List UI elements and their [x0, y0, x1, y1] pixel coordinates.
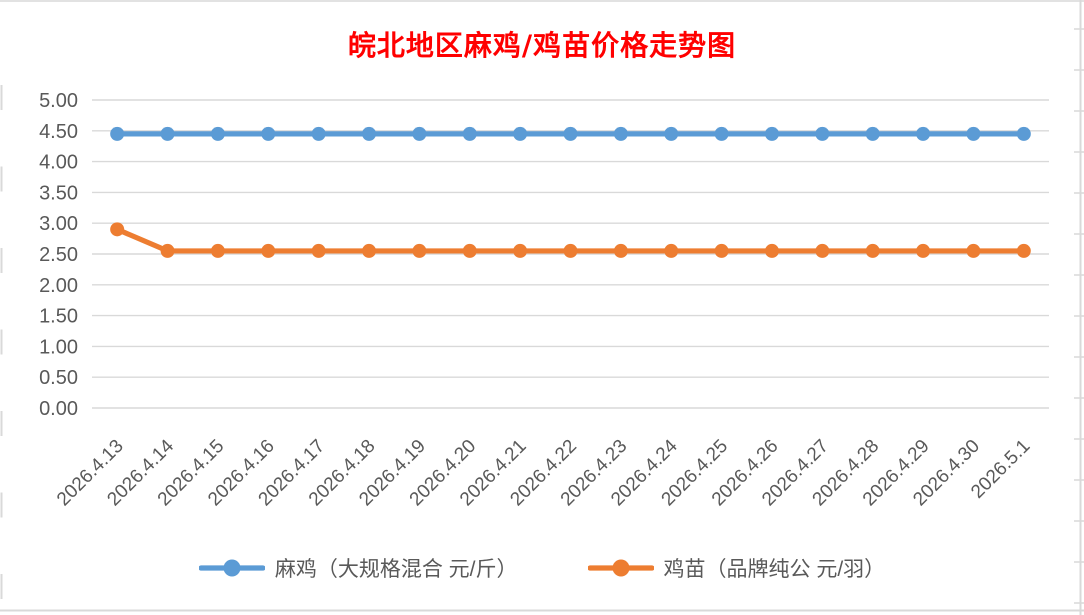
data-point-marker: [764, 243, 779, 258]
data-point-marker: [916, 243, 931, 258]
data-point-marker: [815, 243, 830, 258]
data-point-marker: [261, 243, 276, 258]
legend-label: 鸡苗（品牌纯公 元/羽）: [663, 558, 886, 581]
y-tick-label: 2.00: [39, 275, 78, 297]
data-point-marker: [613, 126, 628, 141]
data-point-marker: [160, 243, 175, 258]
data-point-marker: [160, 126, 175, 141]
data-point-marker: [311, 126, 326, 141]
y-tick-label: 0.50: [39, 367, 78, 389]
data-point-marker: [865, 243, 880, 258]
y-tick-label: 2.50: [39, 244, 78, 266]
data-point-marker: [764, 126, 779, 141]
data-point-marker: [462, 243, 477, 258]
y-tick-label: 4.50: [39, 121, 78, 143]
y-tick-label: 1.00: [39, 336, 78, 358]
data-point-marker: [513, 243, 528, 258]
data-point-marker: [563, 126, 578, 141]
data-point-marker: [865, 126, 880, 141]
y-tick-label: 3.50: [39, 182, 78, 204]
data-point-marker: [210, 243, 225, 258]
legend: 麻鸡（大规格混合 元/斤） 鸡苗（品牌纯公 元/羽）: [0, 546, 1084, 590]
data-point-marker: [966, 126, 981, 141]
data-point-marker: [462, 126, 477, 141]
data-point-marker: [210, 126, 225, 141]
data-point-marker: [1016, 243, 1031, 258]
data-point-marker: [664, 243, 679, 258]
legend-label: 麻鸡（大规格混合 元/斤）: [274, 558, 518, 581]
legend-marker-icon: [587, 559, 654, 577]
data-point-marker: [311, 243, 326, 258]
y-tick-label: 1.50: [39, 306, 78, 328]
data-point-marker: [714, 243, 729, 258]
data-point-marker: [412, 243, 427, 258]
data-point-marker: [362, 126, 377, 141]
data-point-marker: [261, 126, 276, 141]
data-point-marker: [916, 126, 931, 141]
legend-item-1: 鸡苗（品牌纯公 元/羽）: [587, 553, 886, 583]
data-point-marker: [613, 243, 628, 258]
data-point-marker: [110, 126, 125, 141]
y-tick-label: 3.00: [39, 213, 78, 235]
data-point-marker: [815, 126, 830, 141]
data-point-marker: [1016, 126, 1031, 141]
data-point-marker: [966, 243, 981, 258]
data-point-marker: [513, 126, 528, 141]
data-point-marker: [664, 126, 679, 141]
data-point-marker: [412, 126, 427, 141]
y-tick-label: 0.00: [39, 398, 78, 420]
y-tick-label: 4.00: [39, 152, 78, 174]
y-tick-label: 5.00: [39, 90, 78, 112]
data-point-marker: [110, 222, 125, 237]
legend-marker-icon: [198, 559, 265, 577]
data-point-marker: [362, 243, 377, 258]
data-point-marker: [563, 243, 578, 258]
legend-item-0: 麻鸡（大规格混合 元/斤）: [198, 553, 518, 583]
data-point-marker: [714, 126, 729, 141]
chart-title: 皖北地区麻鸡/鸡苗价格走势图: [347, 29, 737, 62]
